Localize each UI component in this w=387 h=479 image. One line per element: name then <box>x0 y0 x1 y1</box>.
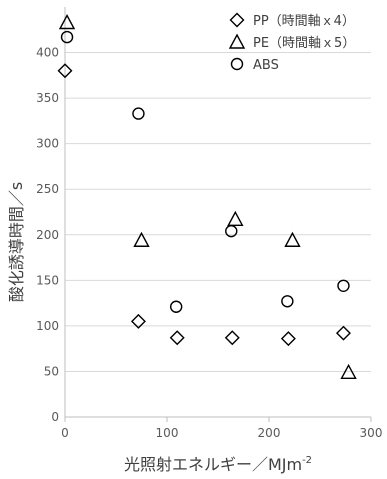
grid-lines <box>65 52 371 372</box>
y-tick-label-300: 300 <box>36 137 59 151</box>
circle-point-3 <box>169 300 183 313</box>
x-tick-label-0: 0 <box>61 426 69 440</box>
x-tick-labels: 0 100 200 300 <box>61 426 382 440</box>
series-diamond <box>57 63 351 347</box>
series-circle <box>60 30 350 313</box>
x-tick-label-300: 300 <box>360 426 383 440</box>
legend-entry-circle: ABS <box>230 57 279 73</box>
y-tick-label-50: 50 <box>44 364 59 378</box>
y-tick-label-350: 350 <box>36 91 59 105</box>
legend-entry-diamond: PP（時間軸ｘ4） <box>229 12 355 29</box>
y-tick-label-0: 0 <box>51 410 59 424</box>
legend-label-circle: ABS <box>253 58 279 73</box>
triangle-point-2 <box>133 231 150 247</box>
data-series <box>57 14 357 380</box>
triangle-point-1 <box>58 14 76 30</box>
y-tick-labels: 0 50 100 150 200 250 300 350 400 <box>36 46 59 424</box>
legend-marker-circle <box>230 57 244 71</box>
x-axis-title-main: 光照射エネルギー／MJm <box>124 455 302 474</box>
y-axis-title: 酸化誘導時間／s <box>7 182 26 302</box>
triangle-point-3 <box>227 210 244 226</box>
circle-point-5 <box>281 295 294 308</box>
diamond-point-3 <box>169 330 185 346</box>
legend-marker-diamond <box>229 12 245 28</box>
axes <box>64 7 372 422</box>
y-tick-label-150: 150 <box>36 273 59 287</box>
legend-label-triangle: PE（時間軸ｘ5） <box>253 36 355 51</box>
circle-point-2 <box>132 107 145 120</box>
legend-entry-triangle: PE（時間軸ｘ5） <box>228 33 355 51</box>
legend: PP（時間軸ｘ4） PE（時間軸ｘ5） ABS <box>228 12 355 73</box>
x-tick-label-100: 100 <box>156 426 179 440</box>
legend-label-diamond: PP（時間軸ｘ4） <box>253 14 355 29</box>
diamond-point-1 <box>57 63 73 79</box>
y-tick-label-250: 250 <box>36 182 59 196</box>
x-axis-title-superscript: -2 <box>302 455 312 466</box>
diamond-point-2 <box>130 313 146 329</box>
x-tick-label-200: 200 <box>258 426 281 440</box>
diamond-point-4 <box>224 330 240 346</box>
diamond-point-5 <box>280 331 296 347</box>
circle-point-6 <box>337 279 350 292</box>
y-tick-label-100: 100 <box>36 319 59 333</box>
triangle-point-4 <box>284 231 301 247</box>
triangle-point-5 <box>340 363 357 380</box>
circle-point-4 <box>225 224 238 238</box>
x-axis-title: 光照射エネルギー／MJm-2 <box>124 455 312 474</box>
circle-point-1 <box>60 30 74 44</box>
series-triangle <box>58 14 357 380</box>
y-tick-label-400: 400 <box>36 46 59 60</box>
legend-marker-triangle <box>228 33 246 49</box>
y-tick-label-200: 200 <box>36 228 59 242</box>
diamond-point-6 <box>335 325 351 341</box>
